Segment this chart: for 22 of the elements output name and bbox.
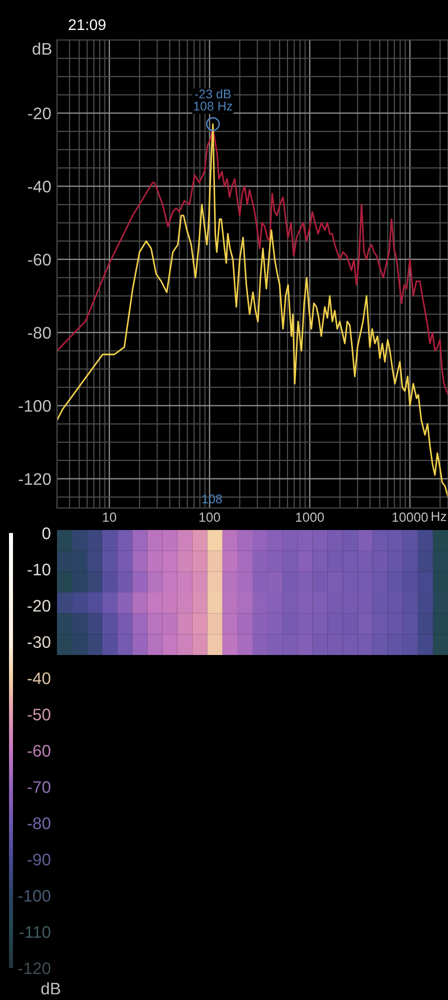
x-tick-label: 10000 — [392, 512, 428, 522]
y-tick-label: -80 — [28, 326, 51, 339]
y-tick-label: -100 — [18, 400, 51, 412]
text: 21:09 — [68, 19, 106, 30]
color-bar-label: -50 — [28, 708, 50, 720]
x-tick-label: 100 — [200, 512, 220, 522]
annotation: -23 dB 108 Hz — [194, 89, 232, 111]
y-axis-title: dB — [32, 42, 52, 55]
color-bar-label: -30 — [28, 636, 50, 648]
y-tick-label: -60 — [28, 254, 51, 266]
y-tick-label: -40 — [28, 180, 51, 192]
color-bar-label: -90 — [28, 854, 50, 866]
color-bar-label: -70 — [28, 781, 50, 793]
annotation: 108 — [202, 494, 222, 504]
x-tick-label: 1000 — [296, 512, 324, 522]
y-tick-label: -20 — [28, 108, 51, 120]
color-bar-label: -10 — [28, 564, 50, 576]
x-axis-title: Hz — [432, 512, 446, 521]
y-tick-label: -120 — [18, 473, 51, 485]
color-bar-label: -110 — [20, 926, 50, 938]
color-bar-label: 0 — [42, 527, 50, 540]
x-tick-label: 10 — [103, 512, 116, 522]
